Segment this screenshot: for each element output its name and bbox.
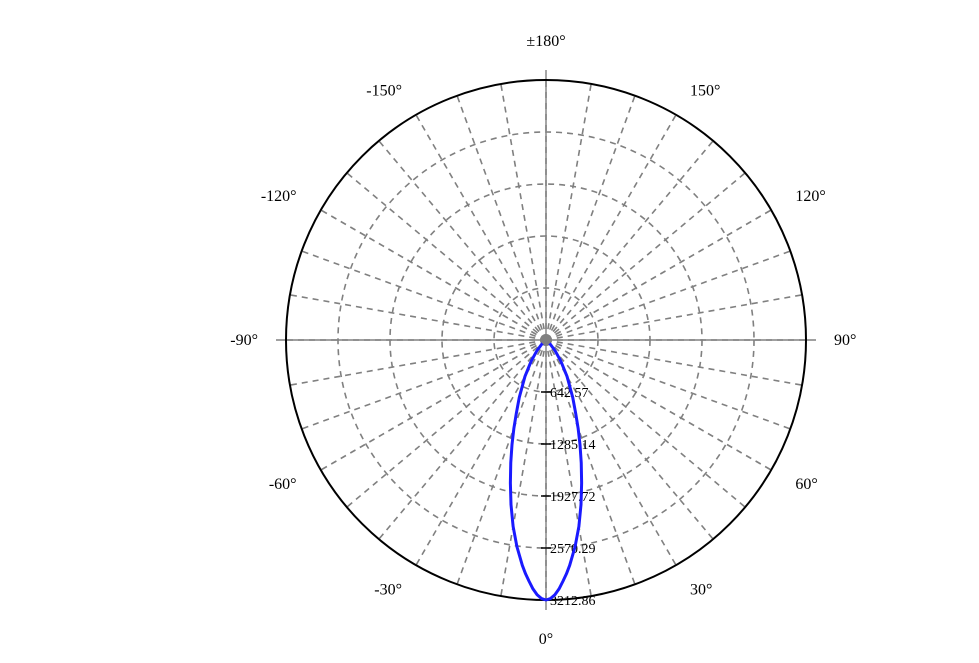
angle-label: -30°: [374, 581, 402, 598]
angle-label: 60°: [795, 476, 817, 493]
polar-chart-svg: 642.571285.141927.722570.293212.86±180°1…: [0, 0, 979, 663]
radial-label: 1927.72: [550, 490, 596, 505]
angle-label: -150°: [366, 83, 402, 100]
angle-label: -120°: [261, 188, 297, 205]
angle-label: -90°: [230, 332, 258, 349]
radial-label: 1285.14: [550, 438, 596, 453]
angle-label: ±180°: [526, 33, 565, 50]
angle-label: 150°: [690, 83, 720, 100]
radial-label: 3212.86: [550, 594, 596, 609]
polar-chart: 642.571285.141927.722570.293212.86±180°1…: [0, 0, 979, 663]
angle-label: 30°: [690, 581, 712, 598]
center-marker: [541, 335, 551, 345]
angle-label: 120°: [795, 188, 825, 205]
angle-label: -60°: [269, 476, 297, 493]
angle-label: 0°: [539, 631, 553, 648]
angle-label: 90°: [834, 332, 856, 349]
